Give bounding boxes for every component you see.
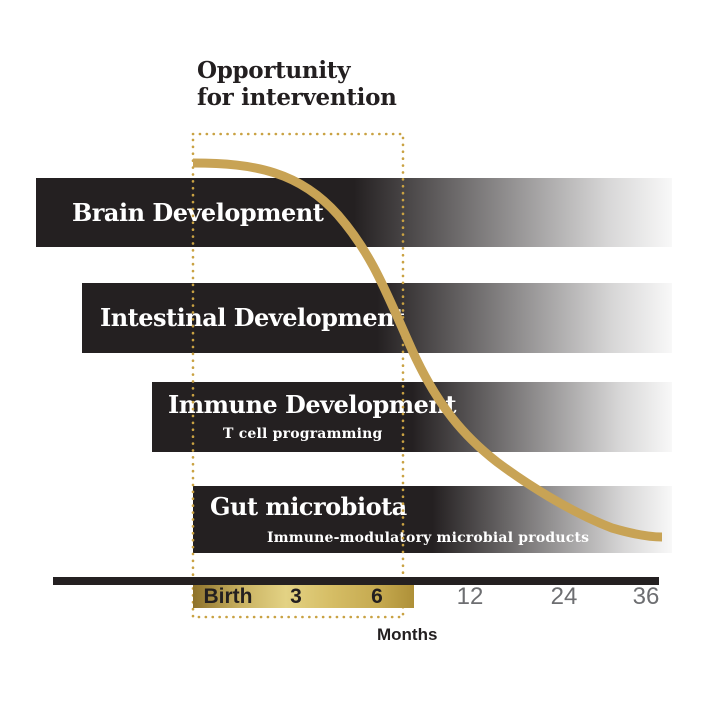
bar-immune-development: Immune Development T cell programming (152, 382, 672, 452)
axis-unit-label: Months (377, 625, 438, 644)
title-line-2: for intervention (197, 84, 397, 111)
title-line-1: Opportunity (197, 57, 351, 84)
bar-brain-label: Brain Development (72, 198, 324, 227)
intervention-window-title: Opportunity for intervention (197, 57, 397, 111)
bar-immune-sublabel: T cell programming (223, 426, 383, 442)
tick-6: 6 (371, 585, 383, 608)
bar-gut-label: Gut microbiota (210, 492, 407, 521)
tick-birth: Birth (203, 585, 253, 608)
timeline-axis-line (53, 577, 659, 585)
tick-12: 12 (456, 583, 484, 610)
tick-36: 36 (632, 583, 660, 610)
tick-24: 24 (550, 583, 578, 610)
bar-immune-label: Immune Development (168, 390, 456, 419)
bar-intestinal-label: Intestinal Development (100, 303, 405, 332)
bar-intestinal-development: Intestinal Development (82, 283, 672, 353)
axis-gold-highlight-band (193, 585, 414, 608)
bar-brain-development: Brain Development (36, 178, 672, 247)
tick-3: 3 (290, 585, 302, 608)
bar-gut-microbiota: Gut microbiota Immune-modulatory microbi… (193, 486, 672, 553)
bar-gut-sublabel: Immune-modulatory microbial products (267, 530, 590, 546)
